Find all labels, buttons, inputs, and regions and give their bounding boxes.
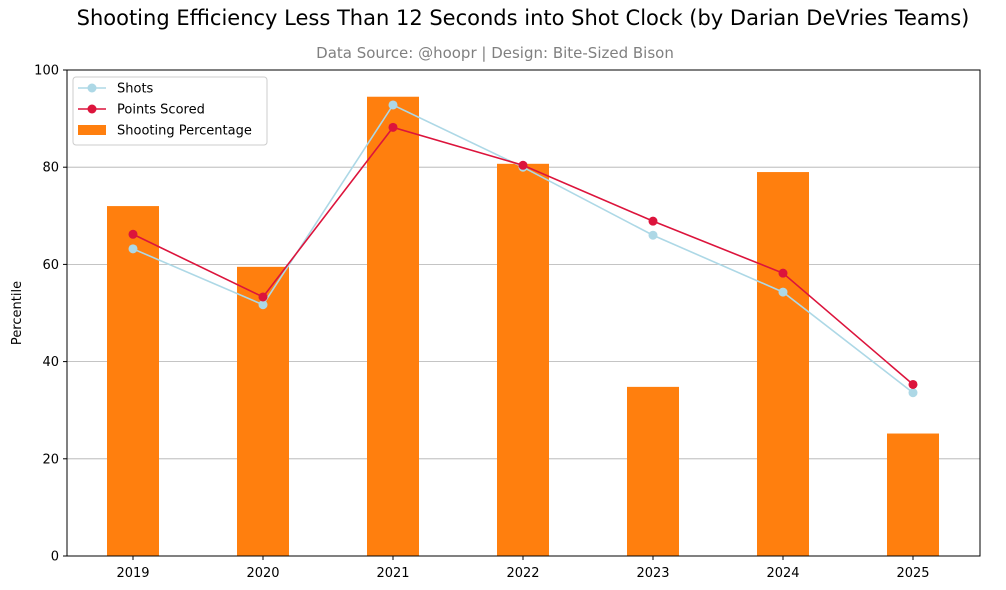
bars bbox=[107, 96, 939, 556]
series-1-point-2022 bbox=[518, 160, 528, 170]
legend-marker-1 bbox=[87, 104, 97, 114]
series-1-point-2025 bbox=[908, 379, 918, 389]
series-0-point-2021 bbox=[388, 100, 398, 110]
y-tick-label-0: 0 bbox=[51, 550, 59, 565]
series-0-point-2023 bbox=[648, 230, 658, 240]
y-tick-label-60: 60 bbox=[42, 258, 59, 273]
series-lines bbox=[128, 100, 918, 398]
bar-2019 bbox=[107, 206, 159, 556]
legend-label-0: Shots bbox=[117, 82, 154, 97]
x-tick-label-2019: 2019 bbox=[116, 566, 149, 581]
x-tick-label-2024: 2024 bbox=[766, 566, 799, 581]
bar-2023 bbox=[627, 386, 679, 556]
bar-2020 bbox=[237, 266, 289, 556]
x-tick-label-2023: 2023 bbox=[636, 566, 669, 581]
series-1-point-2021 bbox=[388, 122, 398, 132]
y-tick-label-100: 100 bbox=[34, 64, 59, 79]
y-axis-label: Percentile bbox=[10, 281, 25, 345]
x-tick-label-2022: 2022 bbox=[506, 566, 539, 581]
series-1-point-2019 bbox=[128, 229, 138, 239]
legend-marker-0 bbox=[87, 83, 97, 93]
legend-swatch-bar bbox=[78, 125, 106, 135]
series-1-point-2023 bbox=[648, 216, 658, 226]
x-tick-label-2020: 2020 bbox=[246, 566, 279, 581]
chart-title: Shooting Efficiency Less Than 12 Seconds… bbox=[76, 6, 970, 30]
series-0-point-2019 bbox=[128, 244, 138, 254]
series-0-point-2020 bbox=[258, 300, 268, 310]
legend-label-bar: Shooting Percentage bbox=[117, 124, 252, 139]
series-0-point-2025 bbox=[908, 388, 918, 398]
y-tick-label-20: 20 bbox=[42, 452, 59, 467]
bar-2022 bbox=[497, 163, 549, 556]
bar-2024 bbox=[757, 172, 809, 556]
x-tick-label-2021: 2021 bbox=[376, 566, 409, 581]
series-1-point-2020 bbox=[258, 292, 268, 302]
axes: 0 20 40 60 80 100 2019 2020 2021 2022 2023 2024 2025 bbox=[34, 64, 981, 581]
series-1-point-2024 bbox=[778, 268, 788, 278]
y-tick-label-80: 80 bbox=[42, 161, 59, 176]
x-tick-label-2025: 2025 bbox=[896, 566, 929, 581]
legend-label-1: Points Scored bbox=[117, 103, 205, 118]
bar-2025 bbox=[887, 433, 939, 556]
series-0-point-2024 bbox=[778, 287, 788, 297]
legend: Shots Points Scored Shooting Percentage bbox=[72, 76, 268, 146]
bar-2021 bbox=[367, 96, 419, 556]
y-tick-label-40: 40 bbox=[42, 355, 59, 370]
legend-box bbox=[72, 76, 268, 146]
chart-subtitle: Data Source: @hoopr | Design: Bite-Sized… bbox=[316, 44, 674, 62]
